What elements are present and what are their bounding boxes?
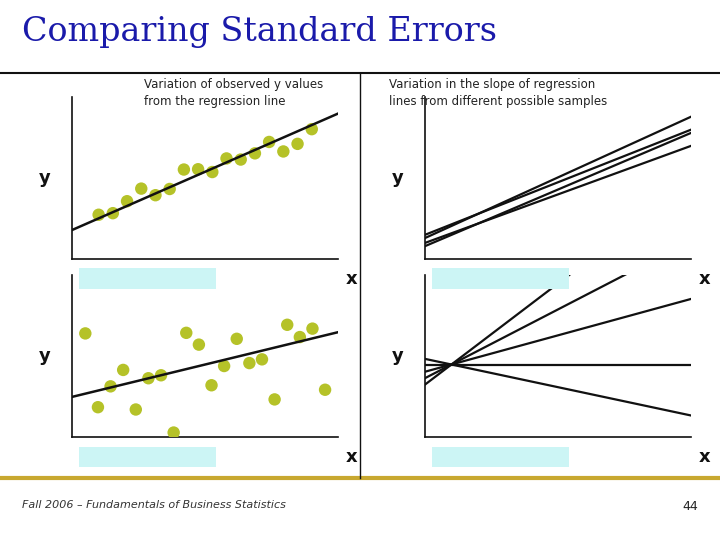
Point <box>121 197 132 206</box>
Point <box>168 428 179 437</box>
Text: 44: 44 <box>683 500 698 512</box>
Point <box>192 165 204 173</box>
Point <box>117 366 129 374</box>
Point <box>156 371 167 380</box>
Point <box>135 184 147 193</box>
Text: Fall 2006 – Fundamentals of Business Statistics: Fall 2006 – Fundamentals of Business Sta… <box>22 500 285 510</box>
Text: x: x <box>698 269 710 288</box>
Point <box>92 403 104 411</box>
Text: small s: small s <box>104 269 169 288</box>
Point <box>294 333 305 341</box>
Point <box>207 168 218 177</box>
Point <box>256 355 268 363</box>
Point <box>193 340 204 349</box>
Point <box>221 154 233 163</box>
Point <box>249 149 261 158</box>
Point <box>269 395 280 404</box>
Point <box>79 329 91 338</box>
Text: y: y <box>39 169 50 187</box>
Point <box>93 211 104 219</box>
Text: x: x <box>346 269 357 288</box>
Text: small s: small s <box>456 269 522 288</box>
Text: y: y <box>392 347 403 366</box>
Text: Comparing Standard Errors: Comparing Standard Errors <box>22 16 497 48</box>
Text: Variation in the slope of regression
lines from different possible samples: Variation in the slope of regression lin… <box>389 78 607 109</box>
Text: Variation of observed y values
from the regression line: Variation of observed y values from the … <box>144 78 323 109</box>
Text: y: y <box>39 347 50 366</box>
Point <box>292 139 303 148</box>
Point <box>143 374 154 382</box>
Point <box>164 185 176 193</box>
Point <box>320 386 331 394</box>
Point <box>243 359 255 367</box>
Point <box>218 362 230 370</box>
Text: x: x <box>698 448 710 466</box>
Text: large s: large s <box>457 448 521 466</box>
Text: ε: ε <box>176 453 183 466</box>
Point <box>150 191 161 199</box>
Point <box>206 381 217 389</box>
Point <box>105 382 117 390</box>
Point <box>231 334 243 343</box>
Text: x: x <box>346 448 357 466</box>
Text: ε: ε <box>176 275 183 288</box>
Text: large s: large s <box>104 448 168 466</box>
Text: b₁: b₁ <box>529 275 542 288</box>
Text: y: y <box>392 169 403 187</box>
Point <box>264 138 275 146</box>
Point <box>235 155 246 164</box>
Point <box>307 325 318 333</box>
Point <box>181 328 192 337</box>
Point <box>282 320 293 329</box>
Point <box>107 209 119 218</box>
Text: b₁: b₁ <box>529 453 542 466</box>
Point <box>306 125 318 133</box>
Point <box>278 147 289 156</box>
Point <box>130 405 142 414</box>
Point <box>178 165 189 174</box>
